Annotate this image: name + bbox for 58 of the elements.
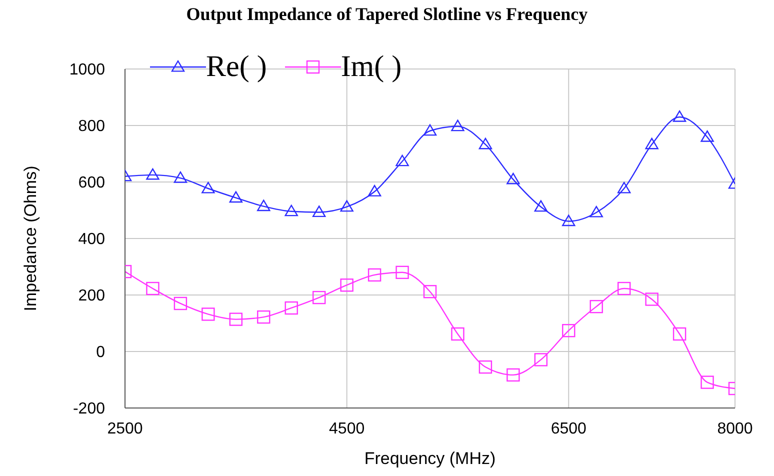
point <box>478 138 492 150</box>
point <box>174 171 188 183</box>
y-tick-label: 1000 <box>69 62 106 79</box>
point <box>396 266 409 279</box>
point <box>451 120 464 132</box>
point <box>284 204 298 216</box>
point <box>202 182 215 194</box>
point <box>645 292 658 306</box>
point <box>368 185 382 196</box>
point <box>534 200 548 212</box>
y-tick-label: 400 <box>78 231 106 248</box>
point <box>672 110 686 122</box>
point <box>284 301 298 315</box>
point <box>146 168 160 180</box>
point <box>423 124 437 136</box>
point <box>534 353 548 366</box>
chart-title: Output Impedance of Tapered Slotline vs Frequency <box>185 4 589 25</box>
y-tick-label: 600 <box>78 174 106 192</box>
point <box>312 290 326 304</box>
point <box>312 206 326 218</box>
y-axis-title: Impedance (Ohms) <box>21 166 40 312</box>
y-tick-label: -200 <box>72 400 106 418</box>
point <box>257 310 270 324</box>
point <box>202 308 215 321</box>
point <box>562 214 576 226</box>
point <box>229 312 243 326</box>
legend-label: Re( ) <box>206 50 267 84</box>
point <box>617 182 631 194</box>
point <box>590 206 603 218</box>
point <box>423 285 437 298</box>
point <box>672 327 686 341</box>
x-axis-title: Frequency (MHz) <box>364 449 496 468</box>
point <box>506 172 520 184</box>
point <box>174 296 188 310</box>
point <box>396 154 409 166</box>
point <box>700 130 714 142</box>
point <box>700 376 714 389</box>
point <box>617 282 631 296</box>
y-tick-label: 800 <box>78 118 106 136</box>
y-tick-label: 0 <box>96 344 106 362</box>
x-tick-label: 6500 <box>550 420 587 438</box>
point <box>146 282 160 296</box>
x-tick-label: 4500 <box>329 420 365 438</box>
x-tick-label: 8000 <box>717 420 753 438</box>
point <box>506 368 520 382</box>
y-tick-label: 200 <box>78 288 106 305</box>
point <box>645 138 658 150</box>
point <box>478 360 492 374</box>
point <box>451 327 464 341</box>
point <box>340 200 354 212</box>
point <box>590 300 603 314</box>
x-tick-label: 2500 <box>107 420 143 438</box>
point <box>340 278 354 292</box>
legend-label: Im( ) <box>340 50 402 84</box>
point <box>368 268 382 282</box>
point <box>257 200 270 212</box>
point <box>562 324 576 338</box>
point <box>229 191 243 203</box>
